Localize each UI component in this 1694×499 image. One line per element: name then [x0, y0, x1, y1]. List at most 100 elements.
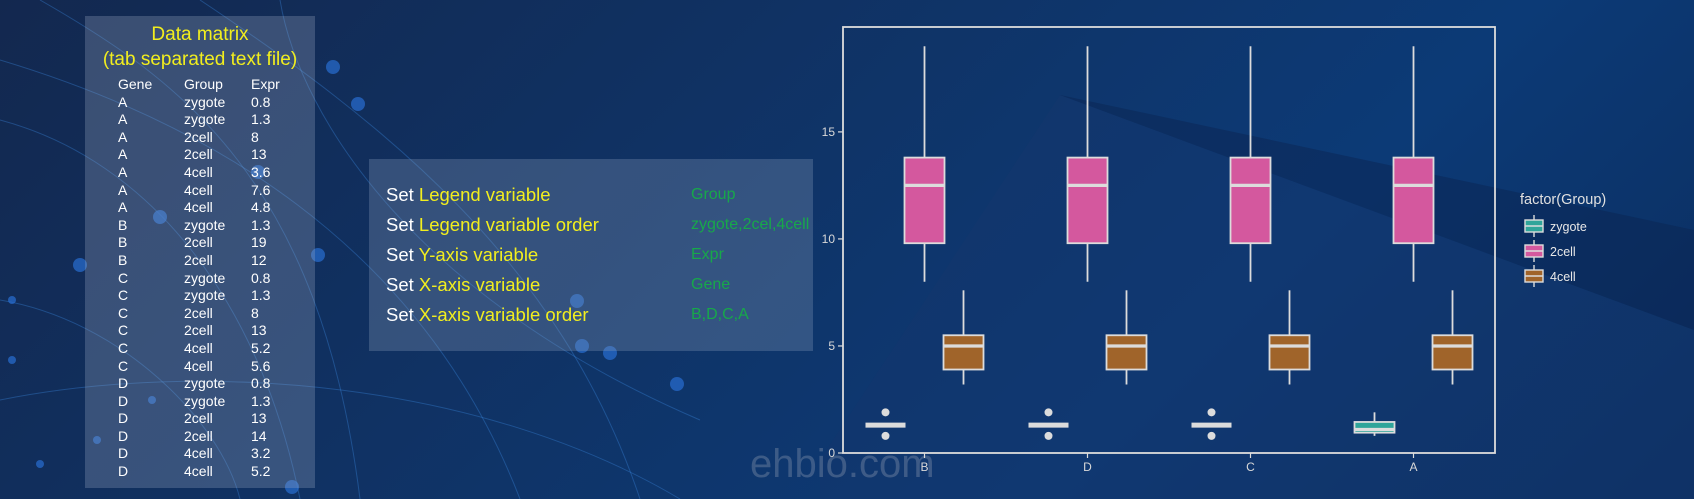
group-cell: zygote — [184, 375, 226, 392]
group-cell: 4cell — [184, 199, 213, 216]
group-cell: 4cell — [184, 357, 213, 374]
gene-cell: C — [118, 269, 129, 286]
expr-cell: 0.8 — [251, 93, 271, 110]
gene-cell: A — [118, 93, 128, 110]
legend-label: zygote — [1550, 220, 1587, 234]
expr-cell: 19 — [251, 234, 267, 251]
matrix-title: Data matrix — [151, 24, 249, 45]
gene-cell: A — [118, 111, 128, 128]
box-2cell — [1066, 156, 1109, 245]
group-cell: 4cell — [184, 163, 213, 180]
gene-cell: B — [118, 251, 128, 268]
expr-cell: 14 — [251, 427, 267, 444]
gene-cell: D — [118, 375, 129, 392]
box-4cell — [1268, 334, 1311, 371]
set-word: Set — [386, 184, 414, 205]
outlier-point — [1044, 431, 1053, 440]
table-header-row: Gene Group Expr — [118, 76, 280, 94]
y-tick-label: 5 — [828, 339, 835, 353]
setting-x-axis-variable: Set X-axis variable Gene — [386, 274, 806, 298]
gene-cell: D — [118, 445, 129, 462]
legend-label: 4cell — [1550, 270, 1576, 284]
table-row: D 2cell 13 — [118, 410, 280, 428]
expr-cell: 8 — [251, 128, 259, 145]
group-cell: 4cell — [184, 339, 213, 356]
y-tick-label: 15 — [822, 125, 836, 139]
box-zygote — [1353, 421, 1396, 434]
legend-title: factor(Group) — [1520, 192, 1606, 208]
set-word: Set — [386, 214, 414, 235]
setting-y-axis-variable: Set Y-axis variable Expr — [386, 244, 806, 268]
y-tick-label: 0 — [828, 446, 835, 460]
setting-name: Legend variable — [418, 184, 551, 205]
box-2cell — [1229, 156, 1272, 245]
table-row: A 4cell 7.6 — [118, 182, 280, 200]
boxplot-chart: 0 5 10 15 B D C A factor(Group) zygote 2cell 4cell — [822, 26, 1606, 474]
expr-cell: 8 — [251, 304, 259, 321]
expr-cell: 4.8 — [251, 199, 271, 216]
expr-cell: 0.8 — [251, 269, 271, 286]
gene-cell: D — [118, 392, 129, 409]
group-cell: 2cell — [184, 322, 213, 339]
group-cell: 2cell — [184, 146, 213, 163]
group-cell: zygote — [184, 111, 226, 128]
data-matrix-panel: Data matrix (tab separated text file) Ge… — [85, 16, 315, 488]
box-2cell — [1392, 156, 1435, 245]
group-cell: zygote — [184, 287, 226, 304]
expr-cell: 13 — [251, 146, 267, 163]
table-row: A 4cell 4.8 — [118, 199, 280, 217]
box-2cell — [903, 156, 946, 245]
group-cell: zygote — [184, 216, 226, 233]
gene-cell: D — [118, 427, 129, 444]
set-word: Set — [386, 274, 414, 295]
expr-cell: 5.2 — [251, 463, 271, 480]
group-cell: 4cell — [184, 181, 213, 198]
group-cell: 2cell — [184, 251, 213, 268]
gene-cell: A — [118, 163, 128, 180]
gene-cell: C — [118, 287, 129, 304]
gene-cell: C — [118, 322, 129, 339]
group-cell: 2cell — [184, 427, 213, 444]
gene-cell: C — [118, 304, 129, 321]
table-row: C 2cell 8 — [118, 305, 280, 323]
header-gene: Gene — [118, 76, 153, 92]
table-row: C 2cell 13 — [118, 322, 280, 340]
outlier-point — [1207, 408, 1216, 417]
outlier-point — [1044, 408, 1053, 417]
expr-cell: 1.3 — [251, 287, 271, 304]
expr-cell: 5.2 — [251, 339, 271, 356]
group-cell: zygote — [184, 93, 226, 110]
expr-cell: 12 — [251, 251, 267, 268]
setting-name: X-axis variable order — [418, 304, 589, 325]
gene-cell: C — [118, 339, 129, 356]
setting-value: Expr — [691, 246, 724, 263]
expr-cell: 3.6 — [251, 163, 271, 180]
setting-value: B,D,C,A — [691, 306, 749, 323]
x-tick-label: C — [1246, 460, 1255, 474]
set-word: Set — [386, 304, 414, 325]
setting-name: X-axis variable — [418, 274, 541, 295]
expr-cell: 3.2 — [251, 445, 271, 462]
table-row: A 2cell 8 — [118, 129, 280, 147]
table-row: B 2cell 12 — [118, 252, 280, 270]
table-row: D 4cell 5.2 — [118, 463, 280, 481]
group-cell: zygote — [184, 269, 226, 286]
x-tick-label: D — [1083, 460, 1092, 474]
gene-cell: A — [118, 146, 128, 163]
gene-cell: D — [118, 410, 129, 427]
group-cell: 4cell — [184, 445, 213, 462]
box-4cell — [942, 334, 985, 371]
x-tick-label: A — [1409, 460, 1417, 474]
expr-cell: 13 — [251, 410, 267, 427]
table-row: A 2cell 13 — [118, 146, 280, 164]
group-cell: 4cell — [184, 463, 213, 480]
setting-name: Legend variable order — [418, 214, 599, 235]
plot-frame — [842, 26, 1496, 454]
